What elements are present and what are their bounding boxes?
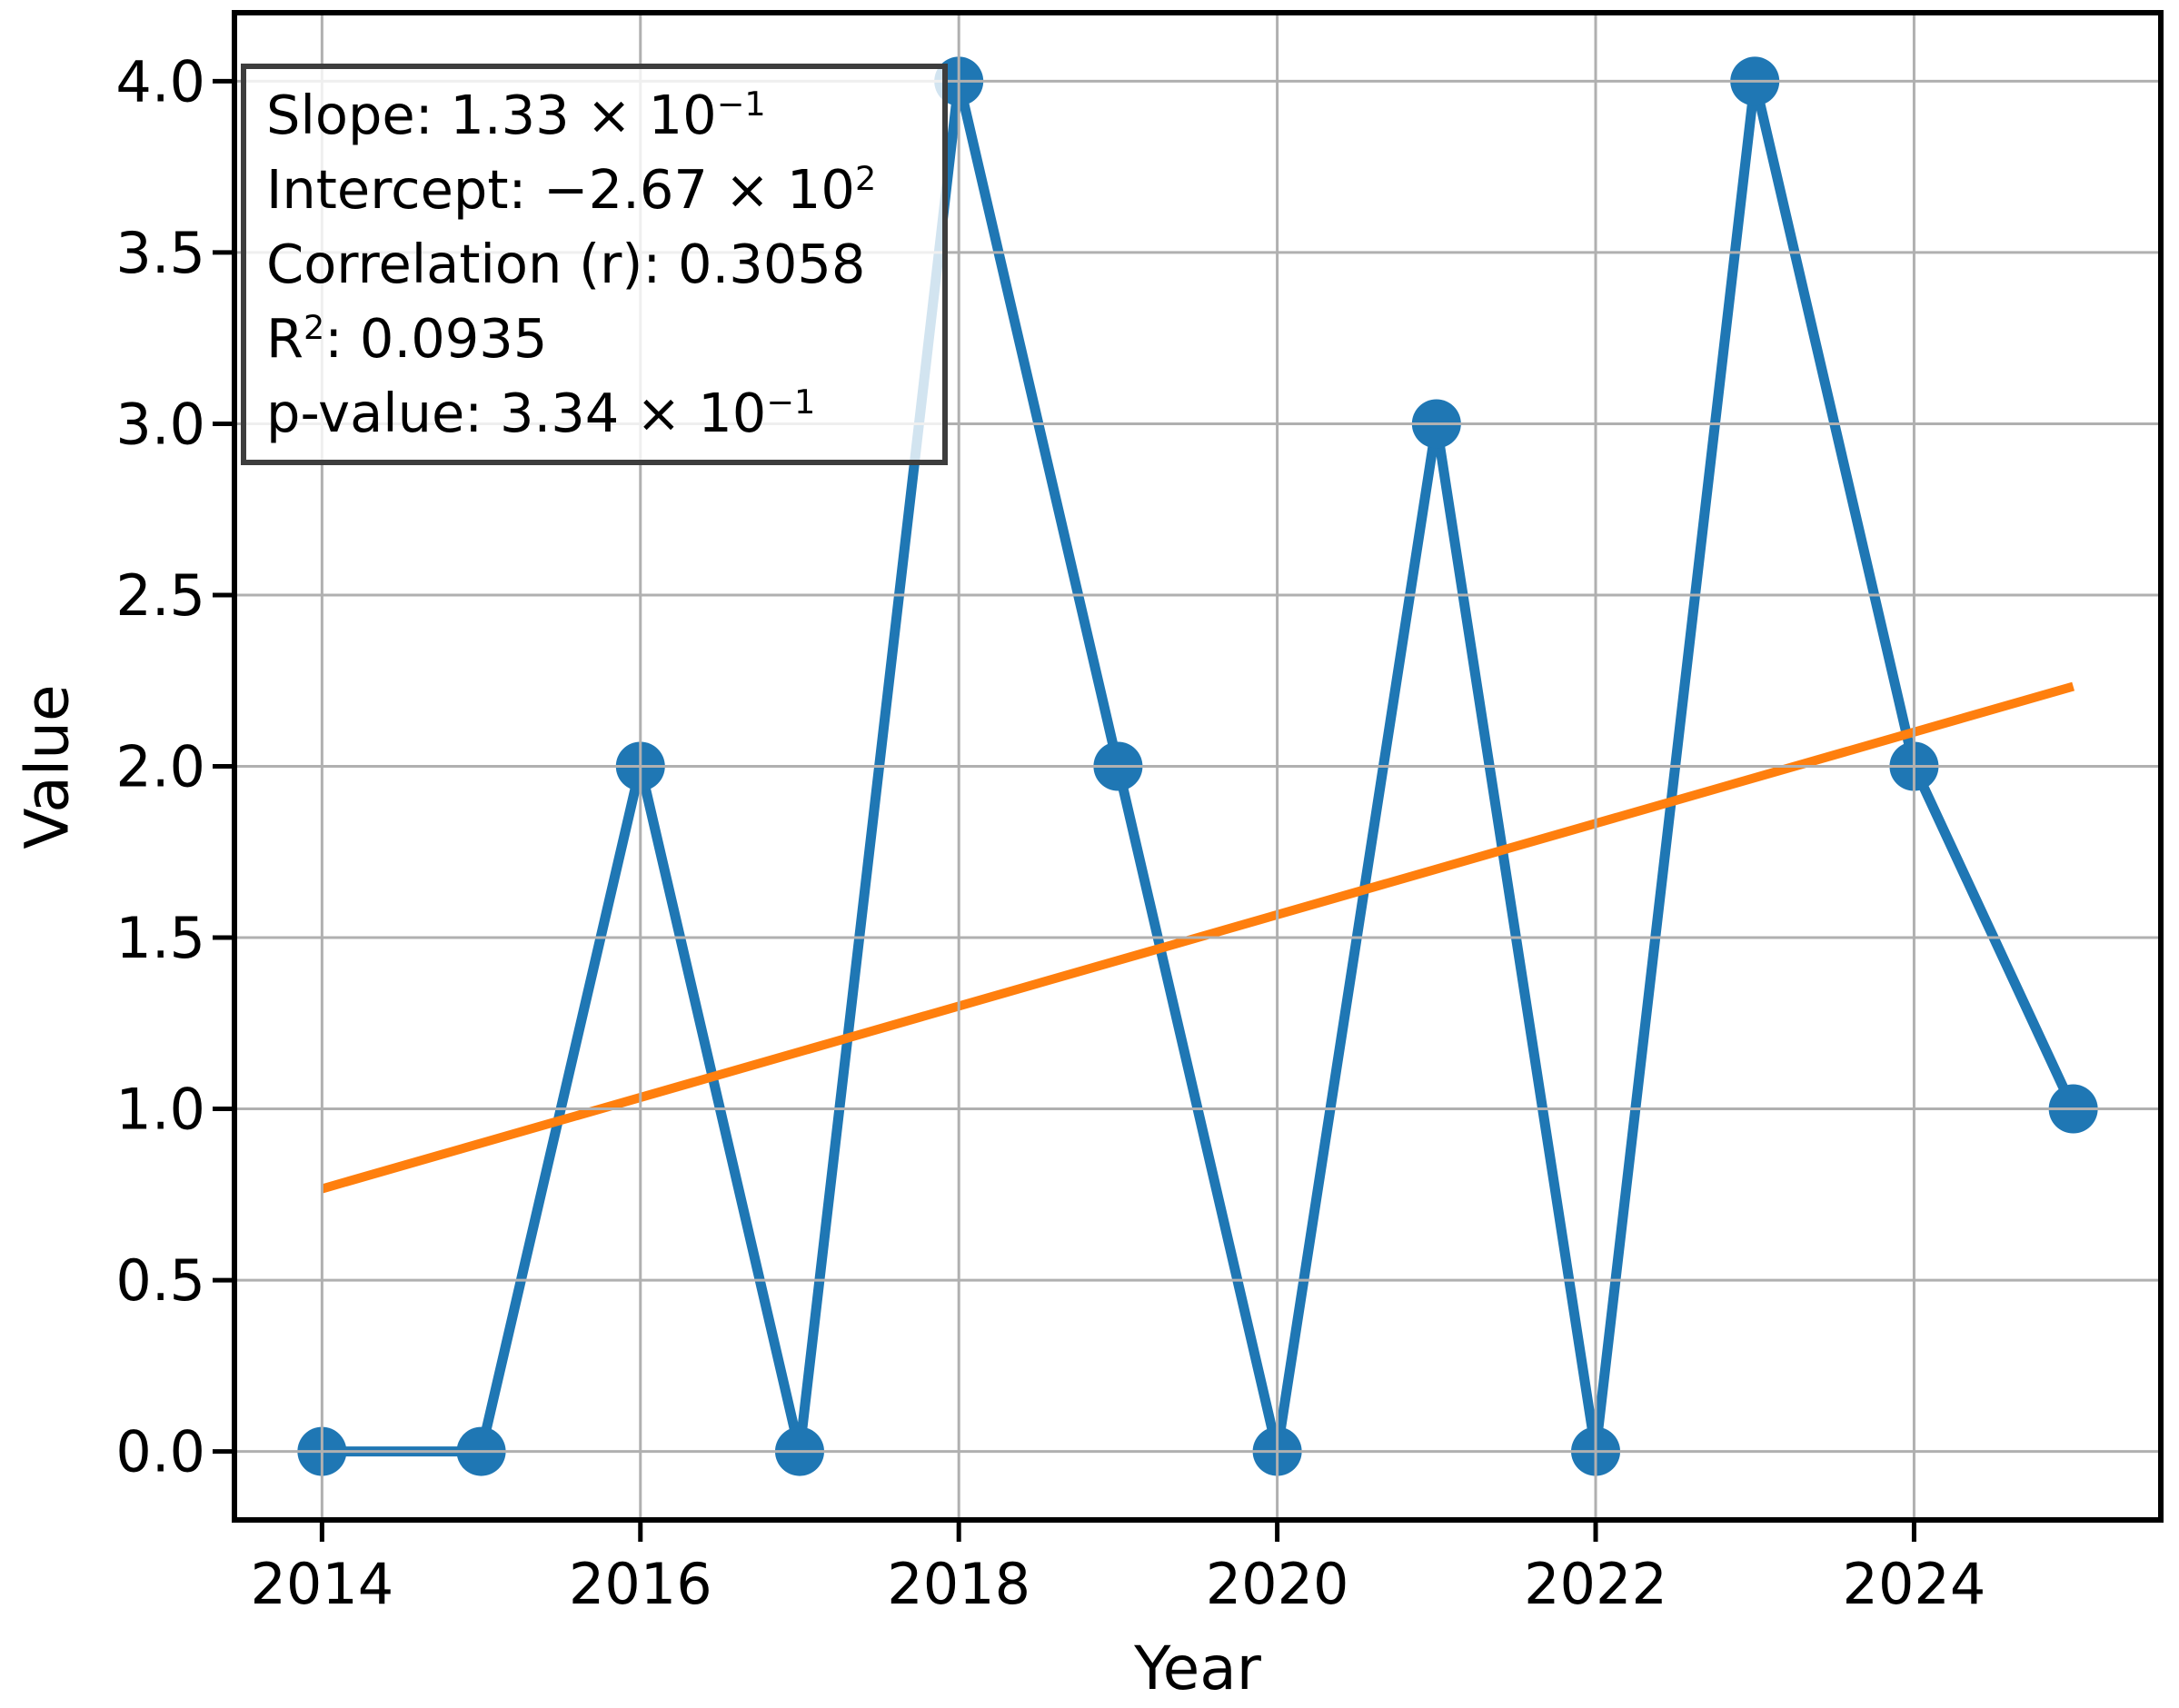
x-tick-label: 2024: [1843, 1551, 1986, 1617]
stats-line-0: Slope: 1.33 × 10−1: [266, 84, 766, 146]
y-axis-title: Value: [12, 684, 83, 849]
x-axis-title: Year: [1134, 1634, 1261, 1703]
y-tick-label: 0.5: [115, 1247, 205, 1314]
y-tick-label: 4.0: [115, 48, 205, 114]
x-tick-label: 2016: [569, 1551, 712, 1617]
y-tick-label: 1.0: [115, 1077, 205, 1143]
x-tick-label: 2018: [887, 1551, 1030, 1617]
y-tick-label: 0.0: [115, 1419, 205, 1485]
stats-line-4: p-value: 3.34 × 10−1: [266, 382, 816, 444]
y-tick-label: 1.5: [115, 905, 205, 971]
tick-layer: 2014 2016 2018 2020 2022 2024 0.0 0.5 1.0 1.5 2.0 2…: [115, 48, 1985, 1617]
y-tick-label: 2.5: [115, 562, 205, 629]
stats-line-3: R2: 0.0935: [266, 307, 548, 370]
stats-annotation-box: Slope: 1.33 × 10−1 Intercept: −2.67 × 102…: [241, 64, 948, 465]
x-tick-label: 2014: [250, 1551, 393, 1617]
x-tick-label: 2022: [1524, 1551, 1667, 1617]
y-tick-label: 3.5: [115, 220, 205, 286]
grid-layer: [234, 13, 2161, 1520]
x-tick-label: 2020: [1206, 1551, 1349, 1617]
y-tick-label: 3.0: [115, 391, 205, 457]
stats-line-1: Intercept: −2.67 × 102: [266, 158, 877, 221]
y-tick-label: 2.0: [115, 734, 205, 800]
stats-line-2: Correlation (r): 0.3058: [266, 233, 866, 295]
